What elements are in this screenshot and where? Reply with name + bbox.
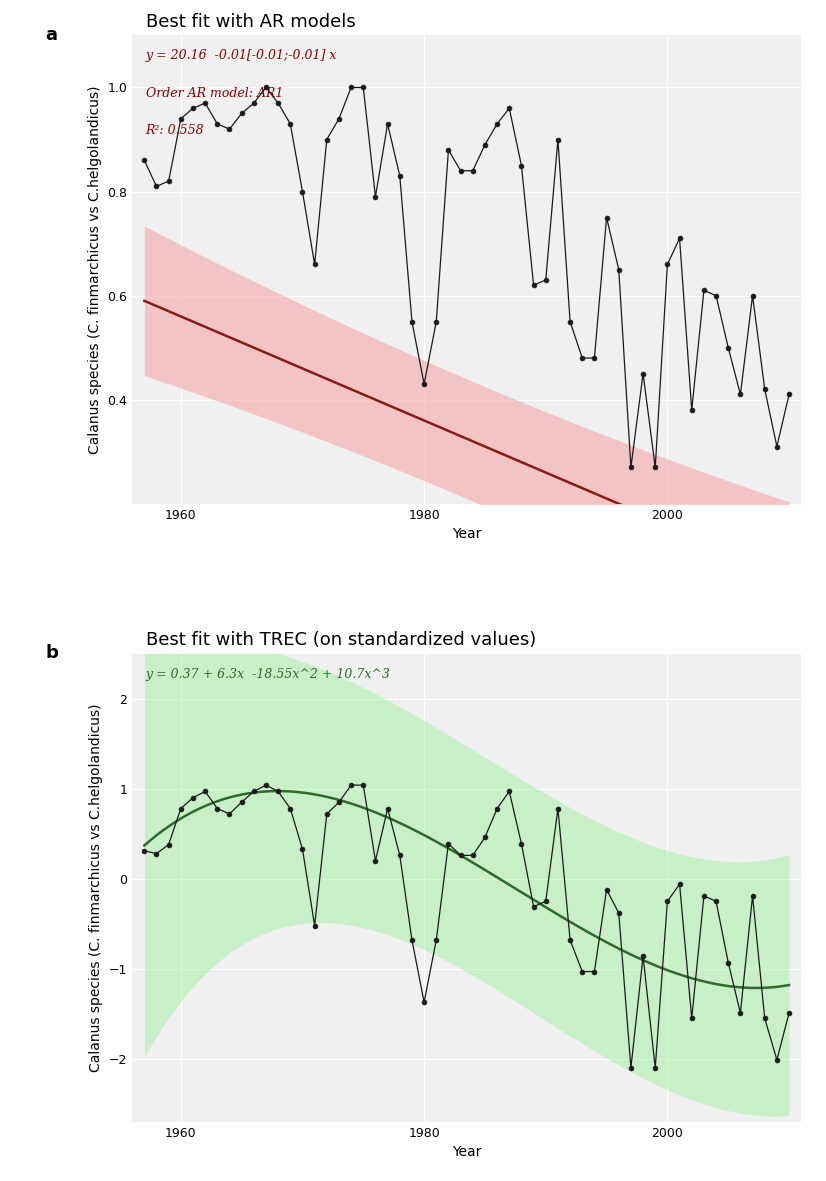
- Text: Best fit with TREC (on standardized values): Best fit with TREC (on standardized valu…: [145, 632, 536, 650]
- Text: y = 20.16  -0.01[-0.01;-0.01] x: y = 20.16 -0.01[-0.01;-0.01] x: [145, 50, 337, 63]
- Text: b: b: [45, 645, 58, 663]
- Text: Best fit with AR models: Best fit with AR models: [145, 13, 355, 31]
- X-axis label: Year: Year: [452, 527, 482, 541]
- Text: R²: 0.558: R²: 0.558: [145, 124, 204, 137]
- Text: a: a: [45, 26, 57, 44]
- Text: Order AR model: AR1: Order AR model: AR1: [145, 87, 283, 100]
- Text: y = 0.37 + 6.3x  -18.55x^2 + 10.7x^3: y = 0.37 + 6.3x -18.55x^2 + 10.7x^3: [145, 667, 391, 680]
- X-axis label: Year: Year: [452, 1146, 482, 1160]
- Y-axis label: Calanus species (C. finmarchicus vs C.helgolandicus): Calanus species (C. finmarchicus vs C.he…: [88, 85, 102, 454]
- Y-axis label: Calanus species (C. finmarchicus vs C.helgolandicus): Calanus species (C. finmarchicus vs C.he…: [89, 704, 103, 1072]
